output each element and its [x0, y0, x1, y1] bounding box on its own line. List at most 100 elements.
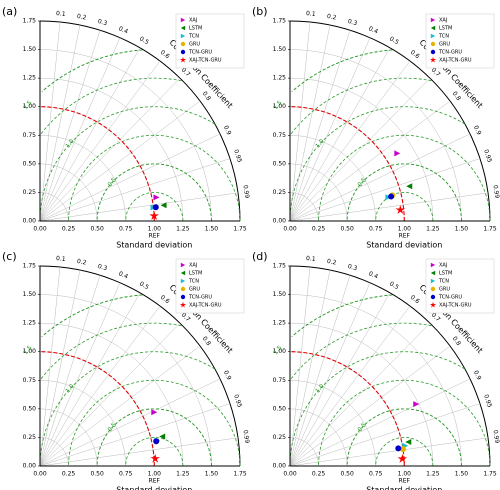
- corr-grid-line: [39, 133, 221, 222]
- x-tick-label: 0.50: [90, 471, 104, 478]
- y-tick-label: 1.50: [273, 46, 287, 53]
- corr-tick-label: 0.95: [482, 394, 493, 409]
- corr-tick-label: 0.9: [472, 370, 483, 382]
- rmsd-contour: [289, 351, 466, 467]
- y-tick-label: 1.50: [23, 46, 37, 53]
- std-grid-arc: [39, 77, 184, 222]
- y-tick-label: 0.25: [23, 434, 37, 441]
- corr-tick-label: 0.9: [222, 370, 233, 382]
- legend-marker: [429, 56, 437, 63]
- corr-tick-label: 0.7: [430, 67, 442, 79]
- corr-grid-line: [39, 77, 181, 222]
- std-grid-arc: [39, 322, 184, 467]
- legend-marker: [180, 49, 186, 55]
- data-point: [152, 204, 159, 211]
- data-point: [388, 193, 395, 200]
- corr-tick-label: 0.6: [409, 294, 421, 305]
- data-point: [397, 453, 408, 463]
- ref-label: REF: [399, 478, 411, 485]
- corr-tick-label: 0.1: [306, 10, 316, 18]
- x-tick-label: 1.25: [426, 226, 440, 233]
- corr-grid-line: [289, 305, 411, 467]
- x-tick-label: 0.50: [340, 471, 354, 478]
- std-grid-arc: [289, 322, 434, 467]
- y-tick-label: 0.00: [273, 218, 287, 225]
- corr-grid-line: [289, 60, 411, 222]
- corr-tick-label: 0.9: [222, 125, 233, 137]
- x-tick-label: 0.00: [283, 226, 297, 233]
- corr-tick-label: 0.99: [492, 185, 500, 199]
- y-tick-label: 0.00: [23, 463, 37, 470]
- legend-label: LSTM: [439, 271, 452, 277]
- corr-grid-line: [39, 269, 81, 467]
- panel: (a) 0.00 0.25 0.50 0.75 1.00 1.25 1.50 1.75 0.00 0…: [2, 5, 250, 250]
- data-point: [406, 183, 413, 190]
- corr-grid-line: [289, 37, 371, 222]
- rmsd-contour: [41, 49, 143, 92]
- x-tick-label: 0.25: [312, 226, 326, 233]
- data-point: [150, 453, 160, 463]
- corr-tick-label: 0.3: [347, 263, 358, 273]
- rmsd-contour: [39, 351, 216, 467]
- std-grid-arc: [289, 163, 348, 222]
- corr-tick-label: 0.2: [76, 13, 87, 22]
- rmsd-label: 0.5: [106, 421, 118, 433]
- y-tick-label: 1.50: [23, 291, 37, 298]
- corr-grid-line: [39, 275, 101, 467]
- corr-grid-line: [289, 30, 351, 222]
- corr-tick-label: 0.5: [138, 280, 150, 291]
- corr-tick-label: 0.1: [306, 255, 316, 263]
- legend-label: GRU: [189, 42, 200, 48]
- legend-marker: [429, 301, 437, 308]
- x-tick-label: 0.50: [340, 226, 354, 233]
- corr-tick-label: 0.6: [159, 49, 171, 60]
- rmsd-label: 1.5: [272, 99, 284, 111]
- data-point: [395, 445, 402, 452]
- corr-tick-label: 0.7: [180, 312, 192, 324]
- x-tick-label: 0.75: [119, 471, 133, 478]
- corr-grid-line: [39, 21, 61, 222]
- rmsd-label: 0.5: [356, 421, 368, 433]
- y-tick-label: 0.50: [273, 160, 287, 167]
- legend-label: GRU: [439, 287, 450, 293]
- legend-label: XAJ: [189, 263, 197, 269]
- legend-label: LSTM: [189, 26, 202, 32]
- x-tick-label: 0.00: [33, 226, 47, 233]
- corr-tick-label: 0.3: [97, 18, 108, 28]
- x-tick-label: 0.25: [62, 226, 76, 233]
- corr-grid-line: [289, 192, 489, 222]
- corr-tick-label: 0.4: [117, 270, 129, 280]
- legend-marker: [179, 301, 187, 308]
- legend-marker: [180, 17, 186, 23]
- data-point: [153, 438, 160, 445]
- legend-marker: [430, 294, 436, 300]
- corr-grid-line: [289, 24, 331, 222]
- x-tick-label: 0.00: [33, 471, 47, 478]
- rmsd-contour: [39, 322, 182, 381]
- rmsd-label: 1.5: [22, 344, 34, 356]
- legend-label: TCN: [188, 34, 199, 40]
- y-tick-label: 1.00: [273, 348, 287, 355]
- corr-grid-line: [39, 345, 201, 467]
- y-tick-label: 1.25: [23, 320, 37, 327]
- std-grid-arc: [289, 77, 434, 222]
- corr-grid-line: [289, 158, 481, 222]
- std-grid-arc: [39, 294, 212, 467]
- corr-grid-line: [289, 282, 371, 467]
- x-tick-label: 0.25: [312, 471, 326, 478]
- legend-marker: [179, 56, 187, 63]
- std-grid-arc: [39, 163, 98, 222]
- rmsd-contour: [291, 294, 393, 337]
- reference-arc: [39, 106, 155, 222]
- corr-tick-label: 0.99: [492, 430, 500, 444]
- corr-grid-line: [39, 24, 81, 222]
- x-tick-label: 0.75: [369, 226, 383, 233]
- rmsd-contour: [289, 77, 432, 136]
- legend-marker: [430, 262, 436, 268]
- x-tick-label: 1.00: [148, 226, 162, 233]
- corr-tick-label: 0.9: [472, 125, 483, 137]
- x-tick-label: 1.50: [205, 226, 219, 233]
- corr-grid-line: [39, 305, 161, 467]
- y-tick-label: 1.75: [273, 263, 287, 270]
- outer-arc: [289, 20, 491, 222]
